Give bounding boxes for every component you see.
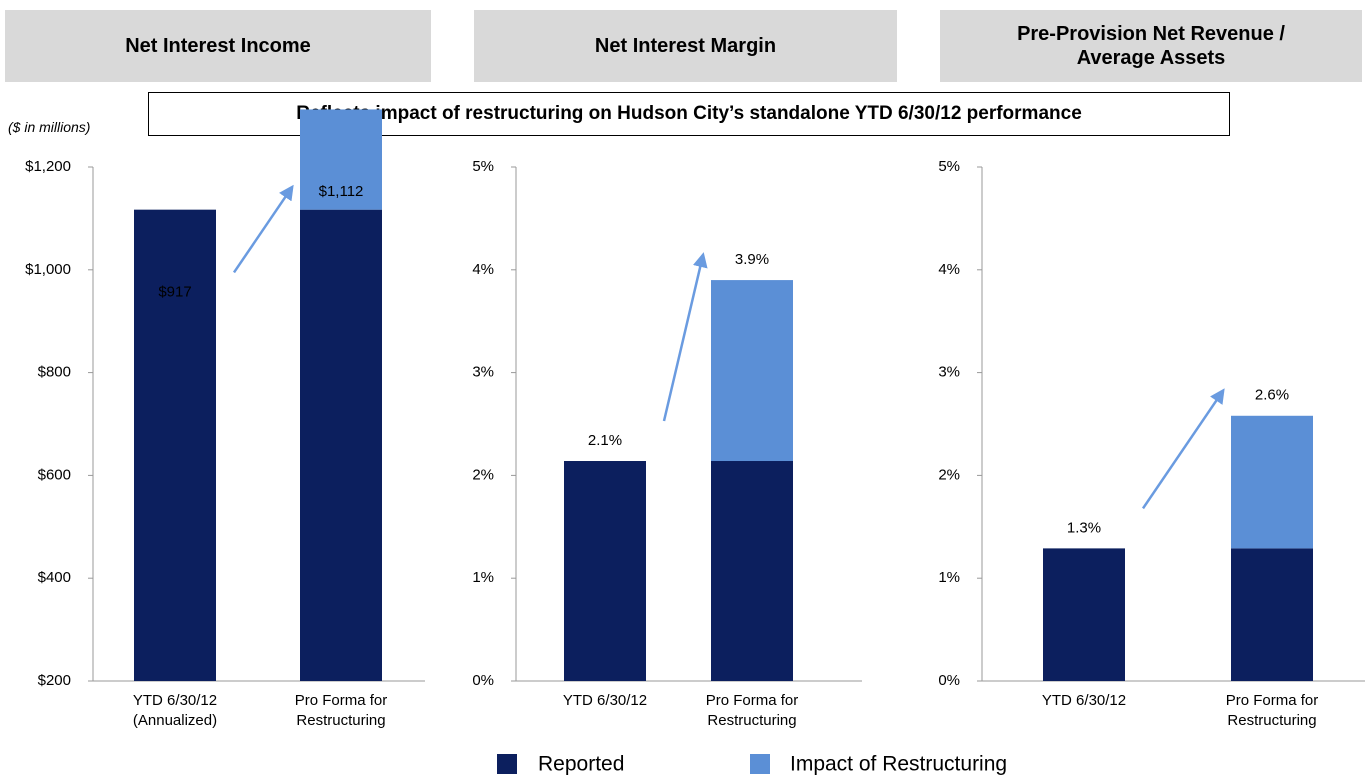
y-tick-label: 0% (938, 672, 960, 689)
legend-label: Reported (538, 753, 624, 776)
subtitle: Reflects impact of restructuring on Huds… (148, 92, 1230, 136)
y-tick-label: 1% (472, 569, 494, 586)
units-note: ($ in millions) (8, 119, 91, 135)
bar-segment (300, 209, 382, 682)
chart-header: Net Interest Income (5, 10, 431, 82)
bar-segment (1231, 415, 1313, 549)
y-tick-label: $400 (38, 569, 71, 586)
legend-label: Impact of Restructuring (790, 753, 1007, 776)
y-tick-label: $200 (38, 672, 71, 689)
trend-arrow (1141, 388, 1225, 510)
legend-swatch (497, 754, 517, 774)
y-tick-label: $800 (38, 364, 71, 381)
x-tick-label: Restructuring (707, 712, 796, 729)
bar-segment (564, 461, 646, 681)
bar-segment (1231, 548, 1313, 681)
y-tick-label: $1,000 (25, 261, 71, 278)
legend-swatch (750, 754, 770, 774)
y-tick-label: $1,200 (25, 158, 71, 175)
bar-segment (134, 209, 216, 682)
y-tick-label: 4% (938, 261, 960, 278)
x-tick-label: Restructuring (1227, 712, 1316, 729)
x-tick-label: YTD 6/30/12 (1042, 692, 1126, 709)
y-tick-label: 2% (938, 466, 960, 483)
y-tick-label: 1% (938, 569, 960, 586)
y-tick-label: 5% (472, 158, 494, 175)
y-tick-label: 3% (472, 364, 494, 381)
trend-arrow (232, 184, 294, 274)
bar-segment (711, 461, 793, 681)
x-tick-label: YTD 6/30/12 (563, 692, 647, 709)
chart-header: Net Interest Margin (474, 10, 897, 82)
chart-header: Pre-Provision Net Revenue / Average Asse… (940, 10, 1362, 82)
x-tick-label: Pro Forma for (295, 692, 388, 709)
x-tick-label: Pro Forma for (1226, 692, 1319, 709)
x-tick-label: Restructuring (296, 712, 385, 729)
y-tick-label: 3% (938, 364, 960, 381)
total-label: $917 (158, 283, 191, 300)
y-tick-label: 0% (472, 672, 494, 689)
y-tick-label: 4% (472, 261, 494, 278)
bar-segment (300, 109, 382, 210)
total-label: 3.9% (735, 251, 769, 268)
x-tick-label: (Annualized) (133, 712, 217, 729)
total-label: $1,112 (319, 183, 364, 200)
total-label: 2.6% (1255, 387, 1289, 404)
y-tick-label: 5% (938, 158, 960, 175)
total-label: 2.1% (588, 432, 622, 449)
x-tick-label: Pro Forma for (706, 692, 799, 709)
y-tick-label: 2% (472, 466, 494, 483)
trend-arrow (662, 252, 708, 422)
y-tick-label: $600 (38, 466, 71, 483)
bar-segment (1043, 548, 1125, 681)
x-tick-label: YTD 6/30/12 (133, 692, 217, 709)
bar-segment (711, 280, 793, 462)
total-label: 1.3% (1067, 519, 1101, 536)
